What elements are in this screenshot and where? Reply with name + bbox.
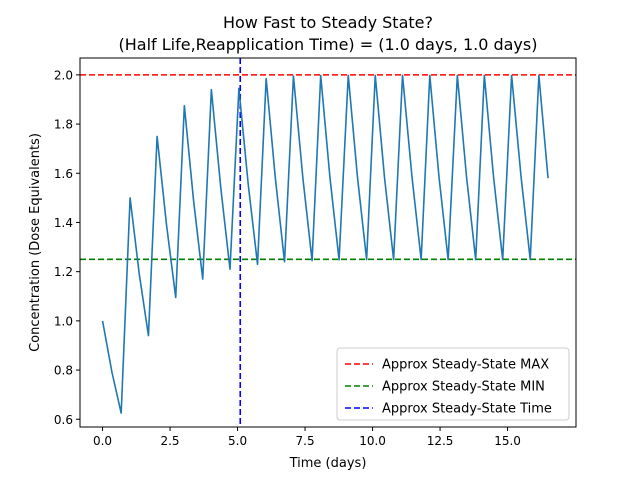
y-tick-label: 1.6 (54, 167, 73, 181)
legend-box (336, 347, 570, 421)
x-axis-label: Time (days) (289, 456, 367, 471)
x-tick-label: 5.0 (228, 434, 247, 448)
y-tick-label: 1.2 (54, 265, 73, 279)
series-layer (101, 74, 549, 414)
reference-lines (80, 58, 576, 427)
legend-label-min: Approx Steady-State MIN (382, 380, 545, 395)
x-tick-label: 7.5 (296, 434, 315, 448)
legend: Approx Steady-State MAX Approx Steady-St… (336, 347, 570, 421)
axes-frame (79, 57, 577, 428)
y-axis-label: Concentration (Dose Equivalents) (28, 133, 43, 352)
x-tick-label: 15.0 (494, 434, 521, 448)
x-tick-label: 10.0 (359, 434, 386, 448)
y-tick-label: 0.6 (54, 413, 73, 427)
legend-label-max: Approx Steady-State MAX (382, 358, 549, 373)
y-tick-label: 0.8 (54, 364, 73, 378)
x-tick-label: 2.5 (160, 434, 179, 448)
y-tick-label: 1.0 (54, 314, 73, 328)
y-tick-label: 1.8 (54, 118, 73, 132)
x-axis: 0.0 2.5 5.0 7.5 10.0 12.5 15.0 (93, 427, 521, 448)
y-tick-label: 1.4 (54, 216, 73, 230)
legend-label-time: Approx Steady-State Time (382, 402, 552, 417)
y-axis: 0.6 0.8 1.0 1.2 1.4 1.6 1.8 2.0 (54, 68, 80, 427)
x-tick-label: 12.5 (427, 434, 454, 448)
plot-area (79, 57, 577, 428)
y-tick-label: 2.0 (54, 68, 73, 82)
x-tick-label: 0.0 (93, 434, 112, 448)
series-line-0 (101, 74, 549, 414)
chart-title-line1: How Fast to Steady State? (223, 13, 433, 32)
chart-title-line2: (Half Life,Reapplication Time) = (1.0 da… (119, 35, 538, 54)
